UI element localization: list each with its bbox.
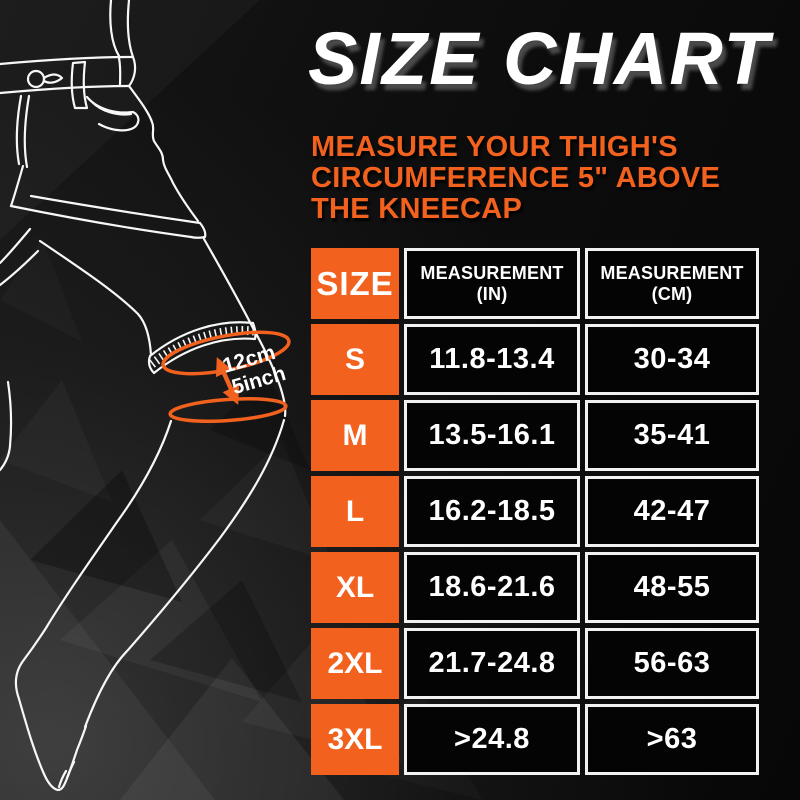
shorts-back-edge <box>9 164 25 208</box>
value-in-xl: 18.6-21.6 <box>404 552 580 623</box>
value-cm-xl: 48-55 <box>585 552 759 623</box>
column-header-cm-name: MEASUREMENT <box>600 262 744 283</box>
measuring-tape-band <box>147 321 257 375</box>
instruction-line-3: THE KNEECAP <box>311 193 523 225</box>
column-header-in-name: MEASUREMENT <box>420 262 564 283</box>
torso-left-line <box>109 0 121 58</box>
belt-seam <box>117 56 122 88</box>
column-header-cm-unit: (CM) <box>651 283 693 304</box>
size-label-s: S <box>311 324 399 395</box>
value-in-s: 11.8-13.4 <box>404 324 580 395</box>
belt-buckle-prong <box>42 73 64 84</box>
shorts-pocket <box>85 95 140 132</box>
belt-end <box>127 55 137 88</box>
page-title: SIZE CHART <box>308 17 771 100</box>
value-cm-2xl: 56-63 <box>585 628 759 699</box>
belt-bottom-edge <box>0 84 131 95</box>
belt-loop <box>70 60 89 110</box>
torso-right-line <box>126 0 135 59</box>
size-table: SIZE MEASUREMENT (IN) MEASUREMENT (CM) S… <box>311 248 759 775</box>
tape-tick-marks <box>149 326 255 368</box>
column-header-in-unit: (IN) <box>476 283 508 304</box>
value-cm-s: 30-34 <box>585 324 759 395</box>
value-cm-m: 35-41 <box>585 400 759 471</box>
size-label-m: M <box>311 400 399 471</box>
thigh-inner-line <box>38 239 153 357</box>
instruction-line-1: MEASURE YOUR THIGH'S <box>311 131 678 163</box>
column-header-size: SIZE <box>311 248 399 319</box>
value-in-m: 13.5-16.1 <box>404 400 580 471</box>
size-label-xl: XL <box>311 552 399 623</box>
value-in-l: 16.2-18.5 <box>404 476 580 547</box>
instruction-line-2: CIRCUMFERENCE 5" ABOVE <box>311 162 721 194</box>
toe-details <box>57 760 76 789</box>
leg-measurement-illustration: 12cm 5inch <box>0 0 291 792</box>
value-in-2xl: 21.7-24.8 <box>404 628 580 699</box>
calf-back-line <box>21 419 173 663</box>
column-header-cm: MEASUREMENT (CM) <box>585 248 759 319</box>
leg-outline <box>0 0 287 792</box>
size-label-2xl: 2XL <box>311 628 399 699</box>
size-label-l: L <box>311 476 399 547</box>
foot-outline <box>14 659 88 792</box>
thigh-outer-line <box>202 237 255 330</box>
shorts-hem-bottom <box>9 204 193 239</box>
hip-outer-line <box>127 84 200 223</box>
shin-front-line <box>83 418 286 729</box>
shorts-back-seam <box>15 94 31 169</box>
size-label-3xl: 3XL <box>311 704 399 775</box>
column-header-in: MEASUREMENT (IN) <box>404 248 580 319</box>
value-cm-3xl: >63 <box>585 704 759 775</box>
back-leg-lines <box>0 227 40 472</box>
shorts-hem-end <box>189 221 207 239</box>
shorts-hem-top <box>29 194 202 225</box>
distance-arrow-icon <box>215 357 240 405</box>
value-cm-l: 42-47 <box>585 476 759 547</box>
value-in-3xl: >24.8 <box>404 704 580 775</box>
measure-instruction: MEASURE YOUR THIGH'S CIRCUMFERENCE 5" AB… <box>311 132 791 225</box>
